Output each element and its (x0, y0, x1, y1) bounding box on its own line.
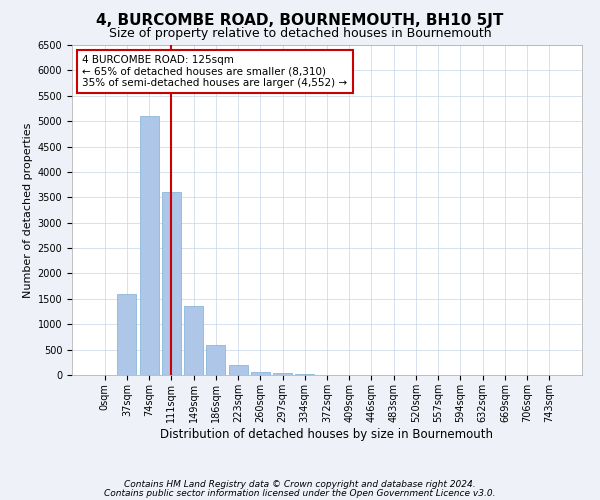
Bar (206, 344, 225, 375)
Text: 4 BURCOMBE ROAD: 125sqm
← 65% of detached houses are smaller (8,310)
35% of semi: 4 BURCOMBE ROAD: 125sqm ← 65% of detache… (82, 55, 347, 88)
Text: 4, BURCOMBE ROAD, BOURNEMOUTH, BH10 5JT: 4, BURCOMBE ROAD, BOURNEMOUTH, BH10 5JT (97, 12, 503, 28)
Bar (162, 192, 181, 375)
Bar (251, 372, 270, 375)
Bar (118, 294, 136, 375)
X-axis label: Distribution of detached houses by size in Bournemouth: Distribution of detached houses by size … (161, 428, 493, 440)
Bar (140, 116, 158, 375)
Bar (295, 374, 314, 375)
Text: Size of property relative to detached houses in Bournemouth: Size of property relative to detached ho… (109, 28, 491, 40)
Text: Contains public sector information licensed under the Open Government Licence v3: Contains public sector information licen… (104, 489, 496, 498)
Bar (184, 306, 203, 375)
Text: Contains HM Land Registry data © Crown copyright and database right 2024.: Contains HM Land Registry data © Crown c… (124, 480, 476, 489)
Bar (273, 374, 292, 375)
Y-axis label: Number of detached properties: Number of detached properties (23, 122, 34, 298)
Bar (229, 365, 248, 375)
